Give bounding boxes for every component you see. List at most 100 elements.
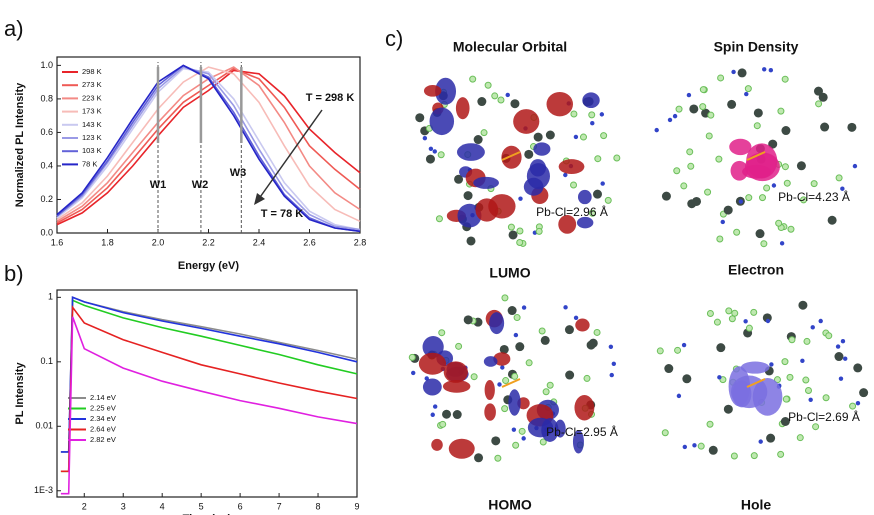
atom [744, 91, 749, 97]
atom [822, 394, 830, 402]
legend-label: 143 K [82, 120, 102, 129]
atom [672, 113, 678, 119]
legend-label: 223 K [82, 93, 102, 102]
atom [592, 189, 602, 199]
orbital-lobe [577, 189, 592, 205]
atom [763, 184, 771, 192]
legend-label: 2.25 eV [90, 403, 116, 412]
atom [432, 404, 438, 409]
atom [589, 209, 597, 217]
atom [733, 228, 741, 236]
atom [835, 174, 843, 182]
atom [661, 429, 669, 437]
atom [664, 364, 674, 374]
bond-arrow [501, 151, 521, 161]
atom [430, 412, 435, 417]
orbital-lobe [729, 138, 752, 156]
atom [611, 361, 617, 366]
series-line [56, 66, 361, 231]
atom [477, 97, 487, 107]
atom [422, 135, 428, 141]
atom [723, 404, 733, 414]
atom [766, 433, 776, 443]
atom [768, 139, 778, 149]
atom [674, 346, 682, 354]
panel-label: b) [4, 261, 24, 286]
x-tick-label: 2.2 [202, 237, 215, 247]
legend-label: 173 K [82, 107, 102, 116]
atom [686, 92, 692, 98]
series-line [56, 64, 361, 233]
trend-arrow [257, 109, 323, 201]
series-line [56, 69, 361, 226]
orbital-lobe [418, 352, 447, 375]
plot-frame [56, 289, 358, 498]
atom [588, 111, 596, 119]
series-line [60, 299, 358, 473]
atom [768, 68, 774, 73]
atom [513, 332, 519, 338]
atom [513, 314, 521, 322]
atom [533, 132, 543, 142]
atom [474, 453, 484, 463]
atom [760, 240, 768, 248]
atom [604, 196, 612, 204]
orbital-lobe [558, 215, 577, 234]
atom [654, 127, 659, 133]
atom [744, 85, 752, 93]
atom [731, 69, 736, 75]
series-line [60, 316, 358, 495]
atom [755, 229, 765, 239]
atom [463, 191, 473, 201]
legend-label: 2.14 eV [90, 393, 116, 402]
atom [510, 99, 520, 109]
atom [777, 107, 785, 115]
molecule-render [656, 300, 869, 460]
atom [512, 441, 520, 449]
orbital-lobe [475, 198, 499, 222]
panel-caption: HOMO [488, 497, 532, 513]
atom [818, 318, 823, 324]
legend-label: 78 K [82, 159, 97, 168]
atom [608, 344, 614, 349]
atom [820, 122, 830, 132]
atom [796, 434, 804, 442]
atom [501, 405, 509, 413]
atom [682, 374, 692, 384]
y-tick-label: 0.8 [40, 93, 53, 103]
panel-label: c) [385, 26, 403, 51]
legend-label: 2.64 eV [90, 424, 116, 433]
x-axis-title: Time (ns) [183, 513, 232, 515]
orbital-lobe [732, 380, 752, 408]
orbital-lobe [575, 318, 590, 332]
orbital-lobe [493, 352, 511, 366]
annotation: W1 [150, 179, 167, 191]
x-tick-label: 6 [238, 501, 243, 511]
atom [743, 319, 748, 324]
atom [699, 86, 707, 94]
atom [515, 342, 525, 352]
atom [428, 146, 434, 152]
orbital-lobe [473, 176, 499, 189]
y-tick-label: 0.0 [40, 227, 53, 237]
orbital-lobe [730, 160, 749, 181]
atom [442, 409, 452, 419]
atom [469, 75, 477, 83]
orbital-lobe [489, 312, 505, 335]
atom [787, 225, 795, 233]
atom [716, 235, 724, 243]
atom [781, 358, 789, 366]
atom [731, 309, 739, 317]
atom [800, 358, 805, 364]
atom [408, 353, 416, 361]
orbital-lobe [574, 394, 595, 421]
atom [502, 377, 510, 385]
orbital-lobe [455, 97, 470, 120]
orbital-lobe [558, 159, 585, 175]
atom [738, 199, 744, 204]
atom [439, 420, 447, 428]
atom [717, 74, 725, 82]
molecule-render [415, 75, 621, 247]
orbital-lobe [508, 389, 521, 416]
orbital-lobe [422, 335, 444, 358]
